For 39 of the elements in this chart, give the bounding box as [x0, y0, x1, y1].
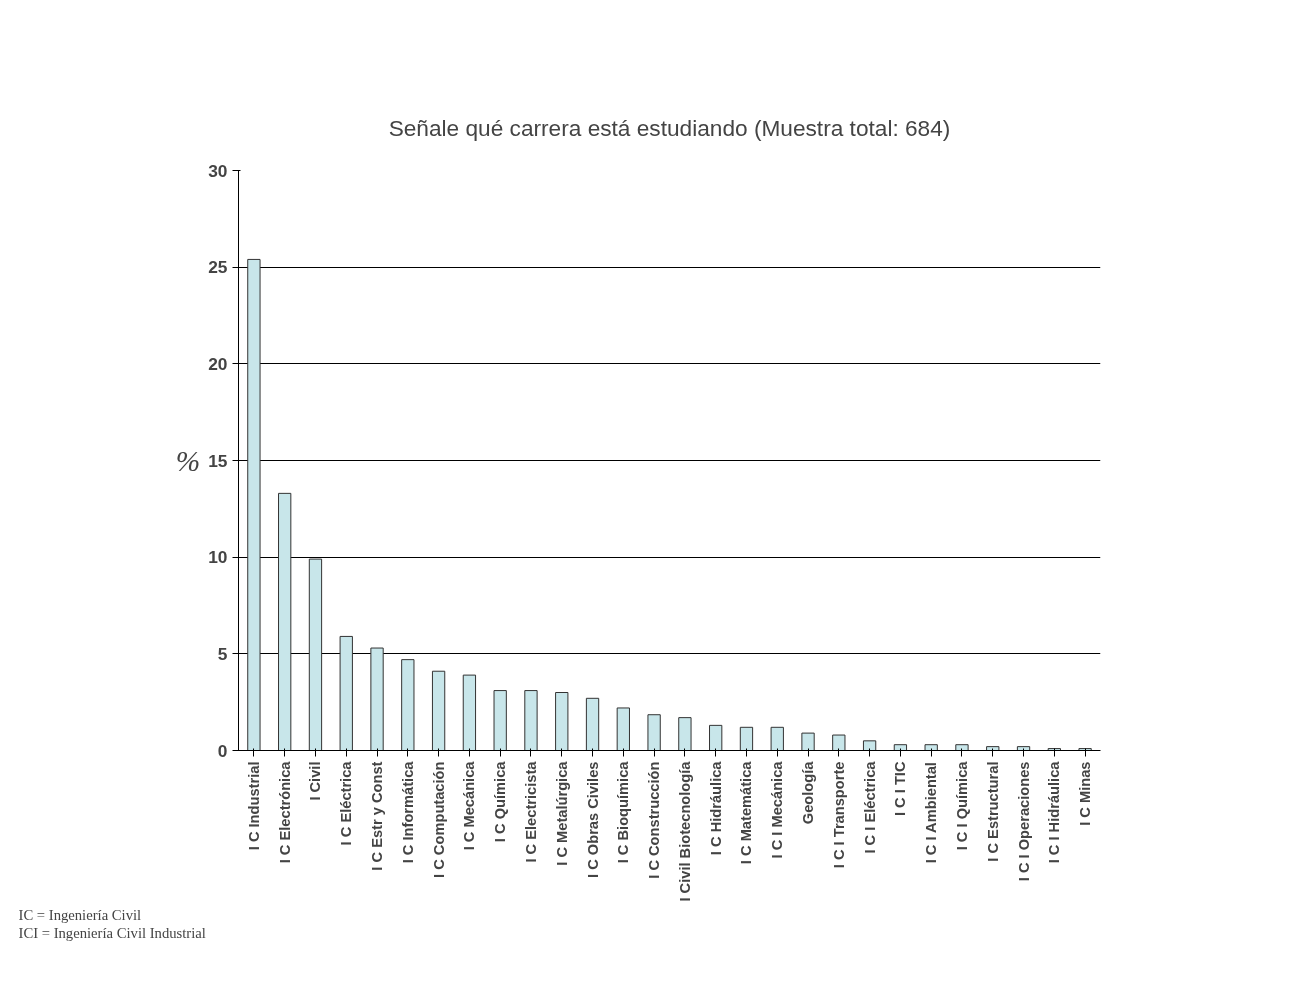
y-axis-title: % [175, 444, 201, 477]
x-tick-label: I C Electrónica [276, 760, 293, 864]
x-tick-label: I C Hidráulica [707, 760, 724, 856]
x-tick-label: I C I Transporte [830, 761, 847, 869]
x-tick-label: I C Química [492, 760, 509, 843]
y-tick-label: 25 [208, 257, 228, 278]
x-tick-label: I C I Mecánica [769, 760, 786, 859]
x-tick-label: I C Mecánica [461, 760, 478, 851]
x-tick-label: I C Minas [1077, 761, 1094, 826]
x-tick-label: I C I Eléctrica [861, 760, 878, 854]
x-tick-label: I C Industrial [245, 761, 262, 851]
x-tick-label: I C Eléctrica [338, 760, 355, 846]
y-tick-label: 20 [208, 353, 228, 374]
y-tick-label: 5 [217, 643, 228, 664]
x-tick-label: I C I Operaciones [1015, 761, 1032, 882]
x-tick-label: I C I TIC [892, 761, 909, 817]
y-tick-label: 10 [208, 547, 228, 568]
x-tick-label: I C Estructural [984, 761, 1001, 862]
x-tick-label: Geología [800, 760, 817, 825]
x-tick-label: I C Matemática [738, 760, 755, 865]
x-tick-label: I Civil Biotecnología [676, 760, 693, 902]
x-tick-label: I C Obras Civiles [584, 761, 601, 878]
x-tick-label: I C Bioquímica [615, 760, 632, 864]
x-tick-label: I Civil [307, 761, 324, 801]
x-tick-label: I C I Hidráulica [1046, 760, 1063, 864]
text: IC = Ingeniería Civil [18, 906, 142, 923]
x-tick-label: I C Electricista [522, 760, 539, 863]
y-tick-label: 30 [208, 160, 228, 181]
y-tick-label: 15 [208, 450, 228, 471]
x-tick-label: I C Metalúrgica [553, 760, 570, 866]
x-tick-label: I C I Ambiental [923, 762, 940, 864]
x-tick-label: I C Computación [430, 761, 447, 878]
x-tick-label: I C Informática [399, 760, 416, 864]
y-tick-label: 0 [217, 740, 228, 761]
x-tick-label: I C Estr y Const [369, 761, 386, 871]
text: ICI = Ingeniería Civil Industrial [18, 924, 206, 941]
x-tick-label: I C I Química [953, 760, 970, 851]
x-tick-label: I C Construcción [646, 761, 663, 879]
chart-title: Señale qué carrera está estudiando (Muestra total: 684) [388, 114, 951, 141]
